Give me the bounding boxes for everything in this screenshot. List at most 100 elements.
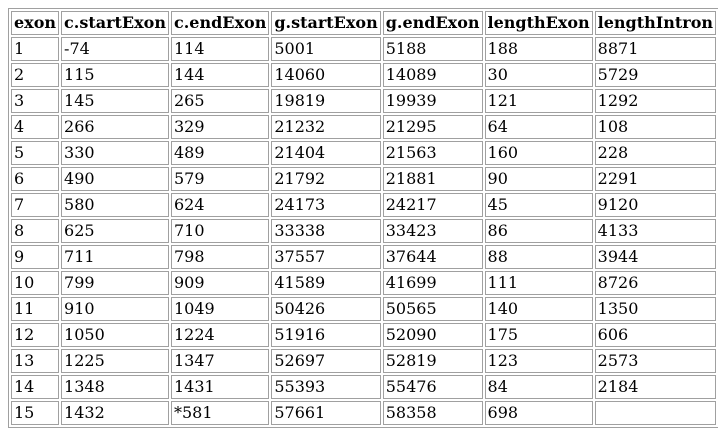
cell-c-end-exon: 489 bbox=[170, 141, 270, 165]
table-row: 9 711 798 37557 37644 88 3944 bbox=[11, 245, 716, 269]
cell-c-end-exon: 624 bbox=[170, 193, 270, 217]
header-length-exon: lengthExon bbox=[484, 11, 593, 35]
table-row: 4 266 329 21232 21295 64 108 bbox=[11, 115, 716, 139]
cell-g-start-exon: 19819 bbox=[271, 89, 381, 113]
cell-length-intron: 8871 bbox=[594, 37, 716, 61]
cell-length-intron: 2573 bbox=[594, 349, 716, 373]
cell-c-start-exon: 145 bbox=[61, 89, 169, 113]
cell-g-start-exon: 33338 bbox=[271, 219, 381, 243]
cell-length-exon: 121 bbox=[484, 89, 593, 113]
cell-c-end-exon: 1224 bbox=[170, 323, 270, 347]
cell-length-exon: 88 bbox=[484, 245, 593, 269]
table-row: 8 625 710 33338 33423 86 4133 bbox=[11, 219, 716, 243]
cell-g-end-exon: 14089 bbox=[382, 63, 483, 87]
table-body: 1 -74 114 5001 5188 188 8871 2 115 144 14060 14089 3… bbox=[11, 37, 716, 425]
cell-exon: 10 bbox=[11, 271, 60, 295]
cell-length-intron: 4133 bbox=[594, 219, 716, 243]
cell-g-end-exon: 19939 bbox=[382, 89, 483, 113]
cell-g-end-exon: 24217 bbox=[382, 193, 483, 217]
cell-c-end-exon: 1431 bbox=[170, 375, 270, 399]
cell-g-start-exon: 21792 bbox=[271, 167, 381, 191]
cell-exon: 1 bbox=[11, 37, 60, 61]
cell-exon: 8 bbox=[11, 219, 60, 243]
header-c-end-exon: c.endExon bbox=[170, 11, 270, 35]
header-g-start-exon: g.startExon bbox=[271, 11, 381, 35]
cell-length-intron: 8726 bbox=[594, 271, 716, 295]
cell-g-end-exon: 33423 bbox=[382, 219, 483, 243]
cell-g-end-exon: 50565 bbox=[382, 297, 483, 321]
cell-length-exon: 30 bbox=[484, 63, 593, 87]
table-header: exon c.startExon c.endExon g.startExon g… bbox=[11, 11, 716, 35]
cell-g-start-exon: 57661 bbox=[271, 401, 381, 425]
cell-g-end-exon: 37644 bbox=[382, 245, 483, 269]
cell-length-exon: 160 bbox=[484, 141, 593, 165]
cell-length-exon: 84 bbox=[484, 375, 593, 399]
cell-c-end-exon: 710 bbox=[170, 219, 270, 243]
cell-c-start-exon: 115 bbox=[61, 63, 169, 87]
cell-g-end-exon: 52090 bbox=[382, 323, 483, 347]
cell-g-start-exon: 21232 bbox=[271, 115, 381, 139]
cell-g-end-exon: 21881 bbox=[382, 167, 483, 191]
cell-length-exon: 45 bbox=[484, 193, 593, 217]
cell-length-exon: 64 bbox=[484, 115, 593, 139]
cell-c-end-exon: 579 bbox=[170, 167, 270, 191]
header-length-intron: lengthIntron bbox=[594, 11, 716, 35]
cell-c-start-exon: 1348 bbox=[61, 375, 169, 399]
cell-c-start-exon: 625 bbox=[61, 219, 169, 243]
header-c-start-exon: c.startExon bbox=[61, 11, 169, 35]
cell-g-start-exon: 24173 bbox=[271, 193, 381, 217]
table-row: 1 -74 114 5001 5188 188 8871 bbox=[11, 37, 716, 61]
cell-c-start-exon: -74 bbox=[61, 37, 169, 61]
cell-length-intron: 1292 bbox=[594, 89, 716, 113]
header-row: exon c.startExon c.endExon g.startExon g… bbox=[11, 11, 716, 35]
cell-c-start-exon: 1050 bbox=[61, 323, 169, 347]
cell-length-intron: 2291 bbox=[594, 167, 716, 191]
exon-table: exon c.startExon c.endExon g.startExon g… bbox=[8, 8, 718, 428]
exon-table-container: exon c.startExon c.endExon g.startExon g… bbox=[8, 8, 718, 428]
cell-exon: 2 bbox=[11, 63, 60, 87]
cell-length-intron: 606 bbox=[594, 323, 716, 347]
cell-exon: 13 bbox=[11, 349, 60, 373]
cell-c-end-exon: 265 bbox=[170, 89, 270, 113]
cell-length-exon: 123 bbox=[484, 349, 593, 373]
table-row: 6 490 579 21792 21881 90 2291 bbox=[11, 167, 716, 191]
cell-length-exon: 90 bbox=[484, 167, 593, 191]
cell-c-start-exon: 1225 bbox=[61, 349, 169, 373]
table-row: 12 1050 1224 51916 52090 175 606 bbox=[11, 323, 716, 347]
table-row: 14 1348 1431 55393 55476 84 2184 bbox=[11, 375, 716, 399]
cell-length-intron: 5729 bbox=[594, 63, 716, 87]
cell-c-start-exon: 266 bbox=[61, 115, 169, 139]
cell-length-exon: 111 bbox=[484, 271, 593, 295]
cell-c-start-exon: 490 bbox=[61, 167, 169, 191]
cell-exon: 15 bbox=[11, 401, 60, 425]
cell-g-end-exon: 41699 bbox=[382, 271, 483, 295]
cell-length-exon: 698 bbox=[484, 401, 593, 425]
cell-g-start-exon: 5001 bbox=[271, 37, 381, 61]
cell-exon: 6 bbox=[11, 167, 60, 191]
cell-length-intron: 228 bbox=[594, 141, 716, 165]
cell-g-end-exon: 52819 bbox=[382, 349, 483, 373]
cell-exon: 4 bbox=[11, 115, 60, 139]
cell-exon: 11 bbox=[11, 297, 60, 321]
cell-c-end-exon: 798 bbox=[170, 245, 270, 269]
cell-c-start-exon: 799 bbox=[61, 271, 169, 295]
cell-exon: 3 bbox=[11, 89, 60, 113]
cell-g-start-exon: 14060 bbox=[271, 63, 381, 87]
table-row: 5 330 489 21404 21563 160 228 bbox=[11, 141, 716, 165]
cell-c-end-exon: 114 bbox=[170, 37, 270, 61]
cell-exon: 5 bbox=[11, 141, 60, 165]
cell-c-end-exon: 144 bbox=[170, 63, 270, 87]
cell-length-exon: 175 bbox=[484, 323, 593, 347]
table-row: 3 145 265 19819 19939 121 1292 bbox=[11, 89, 716, 113]
cell-exon: 7 bbox=[11, 193, 60, 217]
cell-c-end-exon: 909 bbox=[170, 271, 270, 295]
cell-g-start-exon: 41589 bbox=[271, 271, 381, 295]
table-row: 11 910 1049 50426 50565 140 1350 bbox=[11, 297, 716, 321]
cell-length-intron: 2184 bbox=[594, 375, 716, 399]
cell-c-start-exon: 1432 bbox=[61, 401, 169, 425]
cell-exon: 9 bbox=[11, 245, 60, 269]
cell-exon: 14 bbox=[11, 375, 60, 399]
cell-c-start-exon: 330 bbox=[61, 141, 169, 165]
cell-length-intron bbox=[594, 401, 716, 425]
cell-g-start-exon: 52697 bbox=[271, 349, 381, 373]
